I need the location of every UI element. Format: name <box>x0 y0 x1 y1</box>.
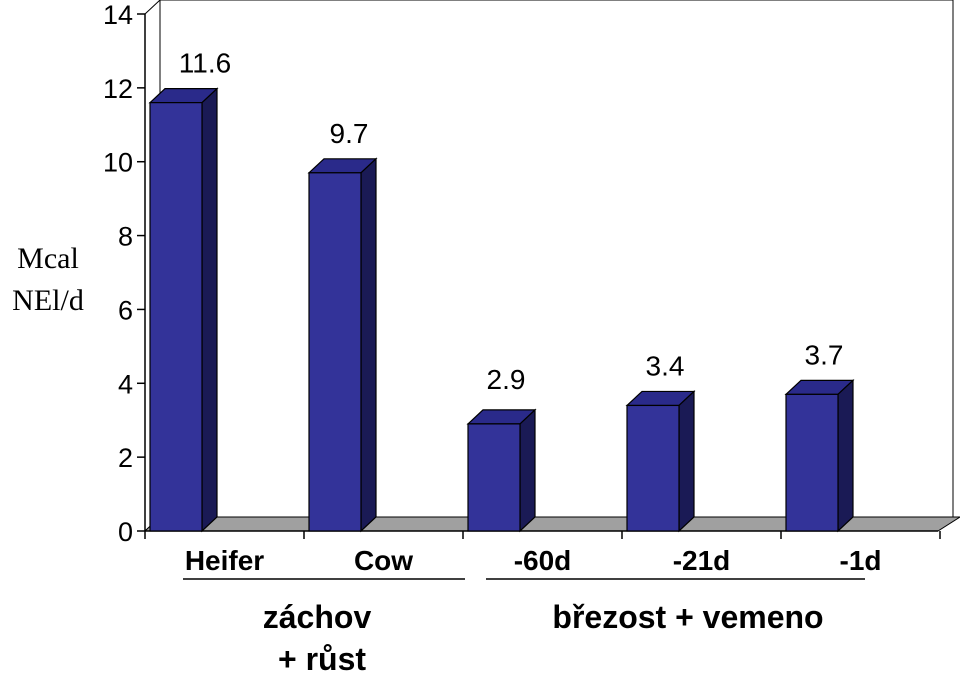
y-axis: 0 2 4 6 8 10 12 14 <box>103 0 146 547</box>
y-tick-label: 6 <box>118 295 133 325</box>
category-groups: záchov + růst březost + vemeno <box>183 578 865 674</box>
bar <box>466 408 537 533</box>
bar-front <box>149 102 203 532</box>
bar-side <box>201 87 218 533</box>
data-label: 2.9 <box>487 364 526 395</box>
category-labels: Heifer Cow -60d -21d -1d <box>185 545 882 576</box>
bar <box>625 390 696 533</box>
y-axis-label: Mcal NEl/d <box>12 242 84 317</box>
bar-front <box>308 172 362 532</box>
bars <box>148 87 855 533</box>
y-tick-label: 4 <box>118 369 133 399</box>
category-label: -1d <box>840 545 882 576</box>
data-label: 3.7 <box>805 339 844 370</box>
y-axis-label-line-2: NEl/d <box>12 284 84 317</box>
group-label-line: + růst <box>278 641 366 674</box>
category-label: -60d <box>514 545 572 576</box>
category-label: -21d <box>673 545 731 576</box>
bar <box>784 378 855 533</box>
y-tick-label: 12 <box>103 74 133 104</box>
data-labels: 11.6 9.7 2.9 3.4 3.7 <box>179 48 844 395</box>
y-tick-label: 2 <box>118 443 133 473</box>
bar-side <box>360 157 377 533</box>
bar <box>307 157 378 533</box>
y-axis-label-line-1: Mcal <box>17 242 79 275</box>
data-label: 3.4 <box>646 350 685 381</box>
bar-front <box>467 423 521 532</box>
bar-front <box>785 393 839 532</box>
bar-front <box>626 404 680 532</box>
group-label-line: březost + vemeno <box>552 599 823 635</box>
group-label-line: záchov <box>263 599 372 635</box>
y-tick-label: 14 <box>103 0 133 30</box>
data-label: 11.6 <box>179 48 231 79</box>
bar <box>148 87 219 533</box>
y-tick-label: 0 <box>118 517 133 547</box>
category-label: Heifer <box>185 545 264 576</box>
bar-side <box>837 378 854 533</box>
bar-side <box>678 390 695 533</box>
category-label: Cow <box>354 545 413 576</box>
bar-side <box>519 408 536 533</box>
x-axis <box>144 530 941 539</box>
y-tick-label: 10 <box>103 148 133 178</box>
data-label: 9.7 <box>330 118 369 149</box>
y-tick-label: 8 <box>118 222 133 252</box>
